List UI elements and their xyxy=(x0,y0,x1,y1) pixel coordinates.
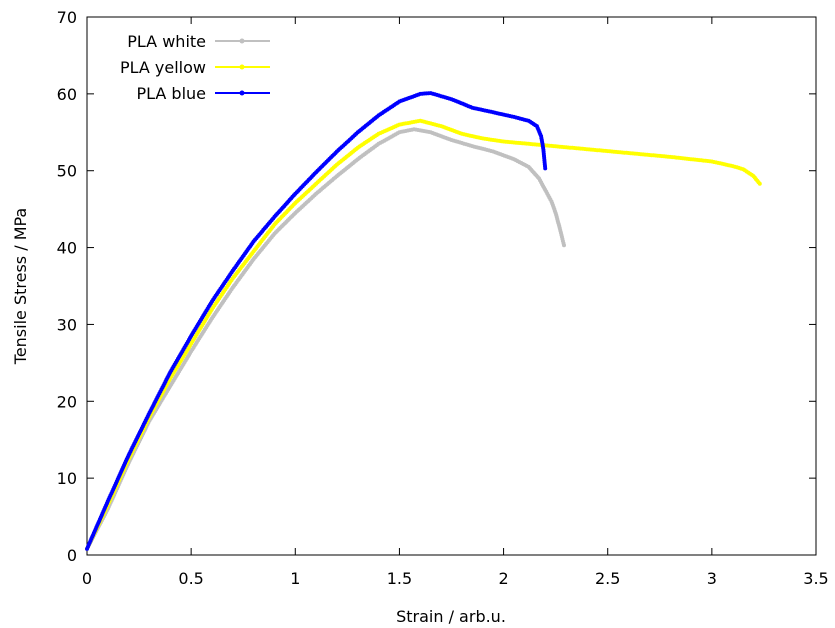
y-tick-label: 30 xyxy=(57,315,77,334)
legend-label: PLA white xyxy=(127,32,206,51)
data-point xyxy=(562,243,566,248)
y-tick-label: 20 xyxy=(57,392,77,411)
y-tick-label: 50 xyxy=(57,162,77,181)
y-tick-label: 60 xyxy=(57,85,77,104)
x-tick-label: 0.5 xyxy=(178,569,203,588)
series-line-pla-white xyxy=(86,128,565,550)
series-pla-blue xyxy=(85,91,548,551)
axis-tick-labels: 0 0.5 1 1.5 2 2.5 3 3.5 0 10 20 30 40 50 60 70 xyxy=(57,8,829,588)
y-tick-label: 70 xyxy=(57,8,77,27)
legend-marker xyxy=(239,38,245,44)
y-tick-label: 40 xyxy=(57,239,77,258)
legend-label: PLA blue xyxy=(136,84,206,103)
series-line-pla-blue xyxy=(86,92,547,550)
x-tick-label: 1.5 xyxy=(387,569,412,588)
x-tick-label: 3.5 xyxy=(803,569,828,588)
data-point xyxy=(543,166,548,171)
y-axis-title: Tensile Stress / MPa xyxy=(11,208,30,365)
x-tick-label: 2.5 xyxy=(595,569,620,588)
x-tick-label: 2 xyxy=(498,569,508,588)
data-point xyxy=(757,181,762,186)
legend-item-pla-yellow: PLA yellow xyxy=(120,58,270,77)
legend-item-pla-white: PLA white xyxy=(127,32,270,51)
series-pla-yellow xyxy=(85,118,762,551)
x-tick-label: 1 xyxy=(290,569,300,588)
series-line-pla-yellow xyxy=(86,119,761,550)
legend-item-pla-blue: PLA blue xyxy=(136,84,270,103)
x-tick-label: 0 xyxy=(82,569,92,588)
x-axis-title: Strain / arb.u. xyxy=(396,607,506,626)
series-pla-white xyxy=(85,127,566,551)
plot-frame xyxy=(86,16,817,556)
axis-ticks xyxy=(86,16,817,556)
y-tick-label: 10 xyxy=(57,469,77,488)
legend-marker xyxy=(239,64,245,70)
legend-label: PLA yellow xyxy=(120,58,206,77)
legend: PLA white PLA yellow PLA blue xyxy=(120,32,270,103)
legend-marker xyxy=(239,90,245,96)
x-tick-label: 3 xyxy=(707,569,717,588)
series-layer xyxy=(85,91,762,551)
y-tick-label: 0 xyxy=(67,546,77,565)
